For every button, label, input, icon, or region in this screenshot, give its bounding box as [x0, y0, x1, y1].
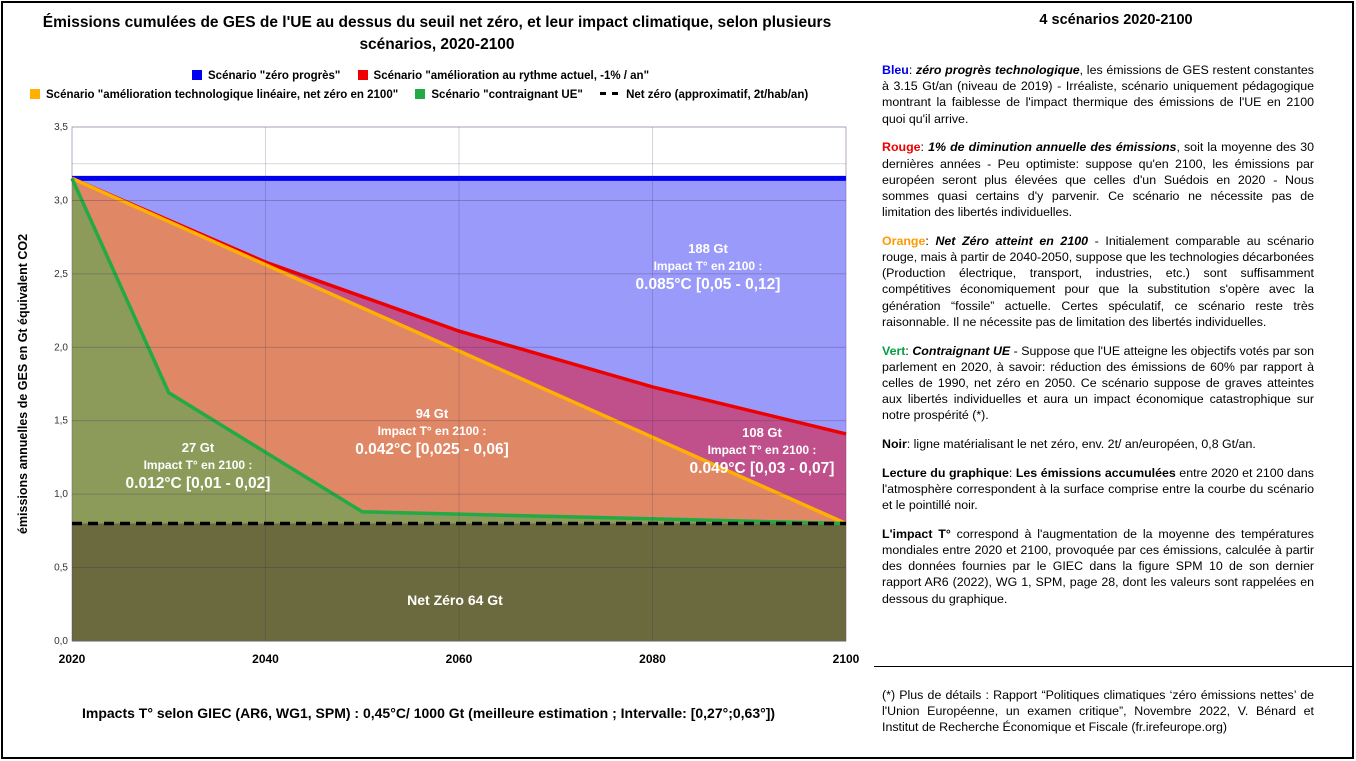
area-net-zero — [72, 523, 846, 641]
text-blue: , les émissions de GES restent constante… — [882, 63, 1314, 126]
legend-label: Scénario "amélioration technologique lin… — [46, 89, 399, 101]
chart-plot: 0,0 0,5 1,0 1,5 2,0 2,5 3,0 3,5 2020 2040 2060 2080… — [16, 122, 860, 666]
paragraph-blue: Bleu: zéro progrès technologique, les ém… — [882, 63, 1314, 126]
label-impact: L'impact T° — [882, 526, 951, 541]
annotation-green-line-1: 27 Gt — [182, 440, 215, 455]
area-green — [72, 178, 846, 524]
legend-swatch-red — [357, 70, 368, 80]
y-tick-label: 1,5 — [54, 416, 68, 427]
label-green: Vert — [882, 343, 906, 358]
paragraph-orange: Orange: Net Zéro atteint en 2100 - Initi… — [882, 233, 1314, 329]
text-black: : ligne matérialisant le net zéro, env. … — [906, 437, 1256, 452]
legend-item-amelioration-rythme: Scénario "amélioration au rythme actuel,… — [357, 70, 650, 82]
bold-reading: Les émissions accumulées — [1015, 465, 1176, 480]
title-red: 1% de diminution annuelle des émissions — [928, 140, 1177, 155]
paragraph-green: Vert: Contraignant UE - Suppose que l'UE… — [882, 343, 1314, 423]
legend-item-zero-progres: Scénario "zéro progrès" — [192, 70, 340, 82]
y-tick-label: 2,5 — [54, 269, 68, 280]
annotation-green-line-2: Impact T° en 2100 : — [144, 458, 253, 472]
paragraph-reading: Lecture du graphique: Les émissions accu… — [882, 465, 1314, 513]
x-tick-label: 2080 — [639, 652, 666, 666]
annotation-orange-line-1: 94 Gt — [416, 406, 449, 421]
right-panel-text: Bleu: zéro progrès technologique, les ém… — [882, 62, 1314, 619]
y-tick-label: 0,0 — [54, 636, 68, 647]
annotation-net-zero: Net Zéro 64 Gt — [407, 592, 503, 608]
text-orange: - Initialement comparable au scénario ro… — [882, 233, 1314, 329]
text-impact: correspond à l'augmentation de la moyenn… — [882, 526, 1314, 606]
legend-swatch-blue — [192, 70, 202, 80]
legend-row-1: Scénario "zéro progrès" Scénario "amélio… — [0, 70, 870, 82]
separator-line — [874, 666, 1352, 667]
label-red: Rouge — [882, 140, 921, 155]
right-panel-title: 4 scénarios 2020-2100 — [1039, 12, 1193, 28]
annotation-blue-line-3: 0.085°C [0,05 - 0,12] — [636, 276, 781, 293]
y-tick-label: 0,5 — [54, 563, 68, 574]
annotation-red-line-3: 0.049°C [0,03 - 0,07] — [690, 460, 835, 477]
legend-label: Scénario "zéro progrès" — [208, 70, 341, 82]
y-axis-label: émissions annuelles de GES en Gt équival… — [16, 234, 30, 534]
legend-item-amelioration-lineaire: Scénario "amélioration technologique lin… — [30, 89, 398, 101]
title-blue: zéro progrès technologique — [916, 63, 1080, 77]
y-tick-label: 3,0 — [54, 195, 68, 206]
legend-swatch-green — [415, 89, 426, 99]
legend-swatch-dashed — [600, 92, 619, 95]
legend-row-2: Scénario "amélioration technologique lin… — [0, 89, 870, 101]
label-orange: Orange — [882, 233, 926, 248]
area-blue — [72, 178, 846, 434]
legend-item-contraignant-ue: Scénario "contraignant UE" — [415, 89, 583, 101]
paragraph-red: Rouge: 1% de diminution annuelle des émi… — [882, 140, 1314, 220]
legend-label: Scénario "amélioration au rythme actuel,… — [373, 70, 650, 82]
x-tick-label: 2040 — [252, 652, 279, 666]
paragraph-impact: L'impact T° correspond à l'augmentation … — [882, 526, 1314, 607]
annotation-blue-line-1: 188 Gt — [688, 241, 728, 256]
y-tick-label: 2,0 — [54, 342, 68, 353]
title-green: Contraignant UE — [912, 343, 1011, 358]
title-orange: Net Zéro atteint en 2100 — [935, 233, 1088, 248]
legend-label: Scénario "contraignant UE" — [431, 89, 583, 101]
label-black: Noir — [882, 437, 907, 452]
annotation-red-line-2: Impact T° en 2100 : — [708, 443, 817, 457]
y-tick-label: 1,0 — [54, 489, 68, 500]
annotation-blue-line-2: Impact T° en 2100 : — [654, 259, 763, 273]
label-blue: Bleu — [882, 63, 909, 77]
x-tick-label: 2020 — [59, 652, 86, 666]
x-tick-label: 2060 — [446, 652, 473, 666]
line-amelioration-lineaire — [71, 176, 847, 526]
text-reading: entre 2020 et 2100 dans l'atmosphère cor… — [882, 465, 1314, 513]
footnote: (*) Plus de détails : Rapport “Politique… — [882, 688, 1314, 735]
y-tick-label: 3,5 — [54, 122, 68, 133]
legend-label: Net zéro (approximatif, 2t/hab/an) — [626, 89, 809, 101]
annotation-orange-line-3: 0.042°C [0,025 - 0,06] — [355, 441, 509, 458]
x-tick-label: 2100 — [833, 652, 860, 666]
label-reading: Lecture du graphique — [882, 465, 1009, 480]
paragraph-black: Noir: ligne matérialisant le net zéro, e… — [882, 436, 1314, 452]
annotation-red-line-1: 108 Gt — [742, 425, 782, 440]
text-green: - Suppose que l'UE atteigne les objectif… — [882, 343, 1314, 423]
footer-impacts-giec: Impacts T° selon GIEC (AR6, WG1, SPM) : … — [82, 705, 776, 721]
chart-title: Émissions cumulées de GES de l'UE au des… — [42, 14, 832, 53]
annotation-orange-line-2: Impact T° en 2100 : — [378, 424, 487, 438]
text-red: , soit la moyenne des 30 dernières année… — [882, 140, 1314, 220]
line-contraignant-ue — [70, 177, 847, 526]
legend-item-net-zero: Net zéro (approximatif, 2t/hab/an) — [600, 89, 808, 101]
annotation-green-line-3: 0.012°C [0,01 - 0,02] — [126, 475, 271, 492]
legend-swatch-orange — [30, 89, 40, 99]
